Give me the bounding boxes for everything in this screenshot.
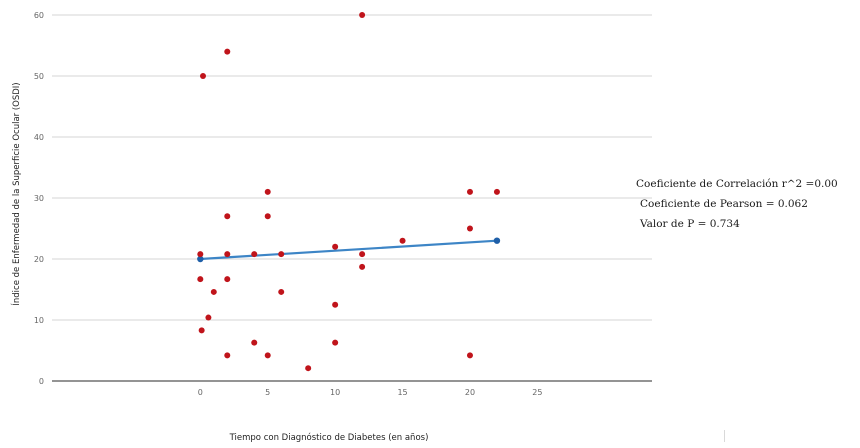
data-point [197, 251, 204, 258]
x-tick-labels: 0 5 10 15 20 25 [198, 388, 543, 397]
trendline [199, 239, 499, 261]
data-point [359, 263, 366, 270]
data-point [466, 225, 473, 232]
data-point [305, 365, 312, 372]
trendline-end-marker [493, 237, 501, 244]
y-tick-label: 0 [39, 377, 44, 386]
data-point [332, 301, 339, 308]
trendline-group [197, 237, 501, 263]
y-tick-label: 30 [34, 194, 44, 203]
x-tick-label: 20 [465, 388, 475, 397]
pearson-coefficient-text: Coeficiente de Pearson = 0.062 [640, 198, 808, 210]
y-tick-label: 40 [34, 133, 44, 142]
data-point [251, 339, 258, 346]
data-point [224, 276, 231, 283]
x-tick-label: 0 [198, 388, 203, 397]
y-tick-label: 20 [34, 255, 44, 264]
x-tick-label: 15 [397, 388, 407, 397]
y-tick-label: 10 [34, 316, 44, 325]
data-point [210, 288, 217, 295]
data-points [197, 12, 500, 372]
x-tick-label: 5 [265, 388, 270, 397]
data-point [359, 12, 366, 18]
data-point [466, 352, 473, 359]
data-point [224, 48, 231, 55]
data-point [399, 237, 406, 244]
p-value-text: Valor de P = 0.734 [640, 218, 740, 230]
trendline-start-marker [197, 255, 204, 263]
data-point [224, 352, 231, 359]
gridlines [52, 14, 652, 382]
data-point [332, 243, 339, 250]
x-tick-label: 10 [330, 388, 340, 397]
y-tick-labels: 0 10 20 30 40 50 60 [34, 11, 44, 386]
page-divider [724, 430, 725, 442]
data-point [251, 251, 258, 258]
y-tick-label: 50 [34, 72, 44, 81]
data-point [198, 327, 205, 334]
data-point [197, 276, 204, 283]
y-tick-label: 60 [34, 11, 44, 20]
statistics-annotation: Coeficiente de Correlación r^2 =0.00 Coe… [636, 174, 838, 234]
data-point [278, 251, 285, 258]
x-tick-label: 25 [532, 388, 542, 397]
data-point [200, 73, 207, 79]
data-point [466, 188, 473, 195]
data-point [264, 213, 271, 220]
data-point [332, 339, 339, 346]
data-point [264, 188, 271, 195]
data-point [359, 251, 366, 258]
data-point [224, 251, 231, 258]
data-point [205, 314, 212, 321]
x-axis-title: Tiempo con Diagnóstico de Diabetes (en a… [229, 432, 429, 443]
data-point [224, 213, 231, 220]
data-point [493, 188, 500, 195]
correlation-coefficient-text: Coeficiente de Correlación r^2 =0.00 [636, 178, 838, 190]
data-point [264, 352, 271, 359]
y-axis-title: Índice de Enfermedad de la Superficie Oc… [10, 82, 22, 305]
data-point [278, 288, 285, 295]
